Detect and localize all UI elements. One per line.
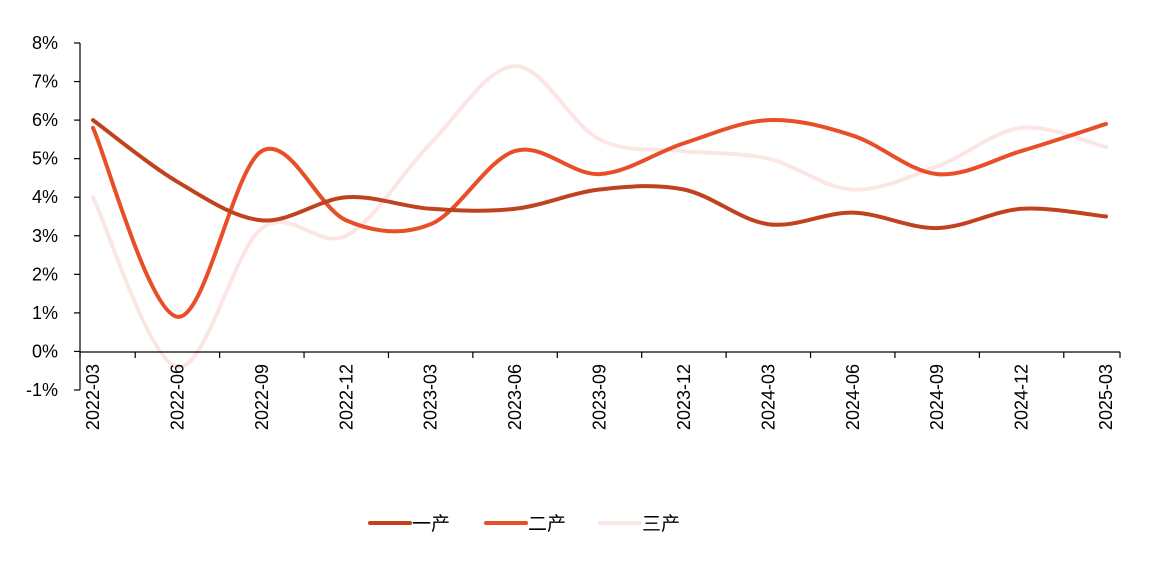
- x-tick-label: 2025-03: [1096, 364, 1116, 430]
- series-line-2: [91, 117, 1108, 319]
- legend-label: 三产: [642, 513, 680, 535]
- y-tick-label: 0%: [32, 341, 58, 361]
- legend: 一产 二产 三产: [368, 513, 680, 535]
- series-group: [91, 64, 1108, 369]
- y-tick-label: 8%: [32, 33, 58, 53]
- x-tick-label: 2022-06: [167, 364, 187, 430]
- series-line-1: [91, 118, 1108, 231]
- x-tick-label: 2024-12: [1012, 364, 1032, 430]
- x-tick-label: 2022-03: [83, 364, 103, 430]
- y-tick-label: 7%: [32, 72, 58, 92]
- y-tick-label: -1%: [26, 380, 58, 400]
- legend-item-2: 二产: [484, 513, 566, 535]
- y-tick-label: 1%: [32, 303, 58, 323]
- y-tick-label: 5%: [32, 149, 58, 169]
- y-tick-label: 6%: [32, 110, 58, 130]
- x-tick-label: 2023-09: [590, 364, 610, 430]
- legend-item-3: 三产: [598, 513, 680, 535]
- x-tick-label: 2023-03: [421, 364, 441, 430]
- y-tick-label: 2%: [32, 264, 58, 284]
- x-tick-label: 2023-12: [674, 364, 694, 430]
- x-tick-label: 2024-06: [843, 364, 863, 430]
- legend-item-1: 一产: [368, 513, 450, 535]
- x-tick-label: 2022-12: [336, 364, 356, 430]
- legend-label: 一产: [412, 513, 450, 535]
- y-tick-label: 3%: [32, 226, 58, 246]
- legend-label: 二产: [528, 513, 566, 535]
- x-tick-label: 2022-09: [252, 364, 272, 430]
- x-tick-label: 2023-06: [505, 364, 525, 430]
- x-tick-label: 2024-09: [927, 364, 947, 430]
- x-tick-label: 2024-03: [758, 364, 778, 430]
- y-tick-label: 4%: [32, 187, 58, 207]
- axes-group: -1% 0% 1% 2% 3% 4% 5% 6% 7% 8% 2022-03 2022-06 2022-…: [26, 33, 1121, 430]
